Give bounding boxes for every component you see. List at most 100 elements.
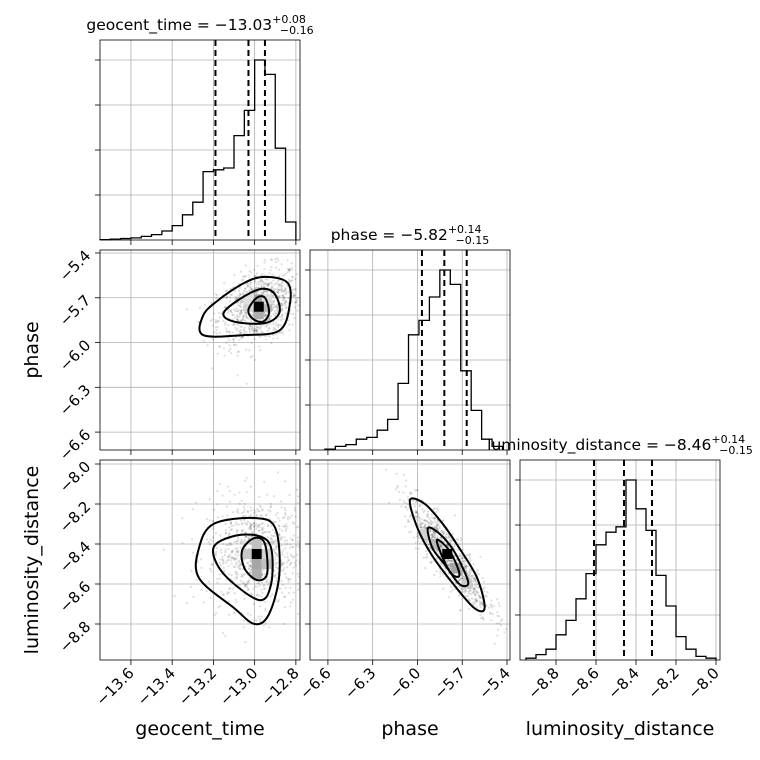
scatter-point <box>240 331 243 334</box>
scatter-point <box>255 514 258 517</box>
scatter-point <box>281 294 285 297</box>
scatter-point <box>280 289 284 292</box>
scatter-point <box>249 592 253 595</box>
scatter-point <box>442 540 445 543</box>
scatter-point <box>430 561 433 564</box>
scatter-point <box>277 600 280 603</box>
scatter-point <box>442 532 445 535</box>
scatter-point <box>253 279 257 282</box>
scatter-point <box>224 548 227 551</box>
scatter-point <box>245 313 248 316</box>
scatter-point <box>240 575 243 578</box>
scatter-point <box>473 577 476 580</box>
title-geocent_time: geocent_time = −13.03+0.08 −0.16 <box>86 13 313 37</box>
scatter-point <box>289 312 292 315</box>
scatter-point <box>262 526 265 530</box>
scatter-point <box>233 612 236 615</box>
scatter-point <box>302 536 304 538</box>
scatter-point <box>314 323 316 325</box>
scatter-point <box>434 533 437 536</box>
scatter-point <box>272 303 275 306</box>
scatter-point <box>253 524 257 527</box>
scatter-point <box>282 290 286 293</box>
scatter-point <box>280 536 284 539</box>
scatter-point <box>436 520 440 523</box>
scatter-point <box>226 592 229 595</box>
scatter-point <box>468 589 471 592</box>
scatter-point <box>240 301 244 304</box>
scatter-point <box>285 306 288 309</box>
scatter-point <box>475 581 478 584</box>
scatter-point <box>396 486 399 489</box>
scatter-point <box>283 525 287 528</box>
scatter-point <box>288 269 291 272</box>
scatter-point <box>417 537 420 540</box>
scatter-point <box>433 536 436 539</box>
scatter-point <box>427 524 430 527</box>
scatter-point <box>233 611 236 614</box>
scatter-point <box>231 331 234 334</box>
scatter-point <box>456 548 459 551</box>
scatter-point <box>475 600 479 603</box>
scatter-point <box>203 303 206 306</box>
scatter-point <box>242 315 245 318</box>
scatter-point <box>244 584 247 587</box>
y-tick-label-luminosity_distance: −8.2 <box>56 498 94 536</box>
scatter-point <box>257 525 260 528</box>
scatter-point <box>253 274 256 278</box>
scatter-point <box>275 321 278 325</box>
scatter-point <box>249 527 252 530</box>
scatter-point <box>258 510 261 513</box>
scatter-point <box>250 523 253 526</box>
scatter-point <box>295 559 298 562</box>
scatter-point <box>448 559 451 562</box>
scatter-point <box>258 529 261 532</box>
scatter-point <box>271 287 275 290</box>
scatter-point <box>237 549 240 552</box>
scatter-point <box>278 525 281 528</box>
scatter-point <box>473 601 476 604</box>
density-bin <box>461 579 472 589</box>
scatter-point <box>283 555 286 559</box>
scatter-point <box>228 331 231 334</box>
scatter-point <box>474 593 477 597</box>
scatter-point <box>474 580 477 583</box>
scatter-point <box>233 558 236 561</box>
scatter-point <box>273 287 276 291</box>
scatter-point <box>476 591 479 594</box>
scatter-point <box>248 577 251 580</box>
scatter-point <box>283 536 286 539</box>
scatter-point <box>219 551 223 554</box>
scatter-point <box>447 534 451 537</box>
scatter-point <box>250 341 253 344</box>
scatter-point <box>261 508 264 511</box>
scatter-point <box>291 268 294 271</box>
scatter-point <box>414 541 417 544</box>
scatter-point <box>423 509 426 512</box>
scatter-point <box>307 288 309 290</box>
scatter-point <box>480 601 484 604</box>
scatter-point <box>235 314 239 317</box>
scatter-point <box>274 558 277 561</box>
scatter-point <box>244 514 247 517</box>
scatter-point <box>413 536 416 539</box>
scatter-point <box>427 543 431 546</box>
scatter-point <box>468 570 471 573</box>
scatter-point <box>490 619 493 622</box>
scatter-point <box>460 573 464 576</box>
scatter-point <box>238 567 242 571</box>
scatter-point <box>413 505 416 508</box>
scatter-point <box>302 544 304 546</box>
scatter-point <box>426 540 429 543</box>
scatter-point <box>224 529 227 532</box>
scatter-point <box>274 312 277 315</box>
scatter-point <box>481 604 485 607</box>
scatter-point <box>446 558 449 562</box>
scatter-point <box>406 520 410 524</box>
diag-panel-geocent_time: geocent_time = −13.03+0.08 −0.16 <box>86 13 314 245</box>
scatter-point <box>441 547 444 550</box>
scatter-point <box>261 509 264 512</box>
scatter-point <box>285 527 288 531</box>
scatter-point <box>229 522 233 525</box>
scatter-point <box>235 523 239 526</box>
